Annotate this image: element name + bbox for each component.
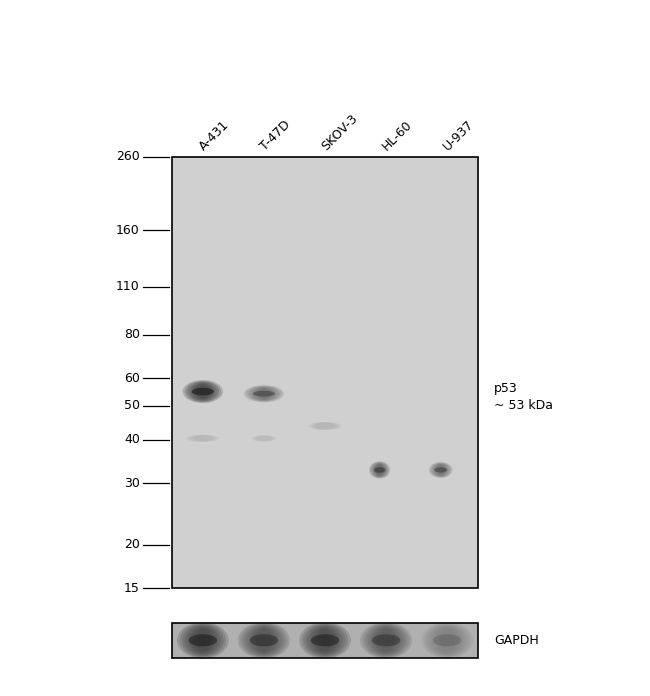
Ellipse shape — [248, 626, 280, 655]
Ellipse shape — [370, 626, 402, 655]
Ellipse shape — [309, 626, 341, 655]
Ellipse shape — [195, 383, 211, 400]
Ellipse shape — [373, 463, 386, 477]
Ellipse shape — [429, 462, 452, 478]
Ellipse shape — [317, 629, 333, 651]
Ellipse shape — [177, 622, 229, 658]
Ellipse shape — [433, 634, 462, 647]
Ellipse shape — [182, 624, 224, 656]
Ellipse shape — [360, 622, 412, 658]
Ellipse shape — [192, 383, 213, 400]
Ellipse shape — [243, 624, 285, 656]
Ellipse shape — [307, 625, 343, 656]
Ellipse shape — [188, 634, 217, 647]
Ellipse shape — [299, 622, 351, 658]
Ellipse shape — [369, 461, 390, 479]
Ellipse shape — [192, 388, 214, 395]
Text: A-431: A-431 — [197, 118, 232, 153]
Ellipse shape — [315, 628, 335, 653]
Ellipse shape — [250, 386, 278, 401]
Ellipse shape — [183, 380, 223, 403]
Ellipse shape — [311, 422, 339, 430]
Ellipse shape — [188, 435, 217, 442]
Text: 50: 50 — [124, 400, 140, 413]
Text: 110: 110 — [116, 280, 140, 293]
Ellipse shape — [370, 462, 389, 478]
Ellipse shape — [302, 623, 348, 658]
Ellipse shape — [190, 627, 216, 654]
Ellipse shape — [431, 463, 450, 477]
Ellipse shape — [430, 462, 451, 477]
Ellipse shape — [372, 463, 387, 477]
Ellipse shape — [192, 628, 213, 653]
Ellipse shape — [376, 628, 396, 653]
Ellipse shape — [312, 627, 338, 654]
Ellipse shape — [187, 626, 218, 655]
Text: 15: 15 — [124, 582, 140, 594]
Ellipse shape — [372, 634, 400, 647]
Ellipse shape — [240, 623, 287, 658]
Ellipse shape — [434, 467, 447, 473]
Ellipse shape — [374, 467, 385, 473]
Ellipse shape — [251, 435, 277, 441]
Text: 80: 80 — [124, 329, 140, 342]
Ellipse shape — [195, 629, 211, 651]
Ellipse shape — [308, 422, 342, 430]
Ellipse shape — [253, 391, 275, 397]
Ellipse shape — [373, 627, 399, 654]
Ellipse shape — [434, 464, 448, 476]
Bar — [172, 157, 478, 588]
Ellipse shape — [304, 624, 346, 656]
Ellipse shape — [432, 464, 449, 477]
Ellipse shape — [188, 382, 217, 401]
Ellipse shape — [252, 387, 276, 400]
Bar — [172, 623, 478, 658]
Text: p53
~ 53 kDa: p53 ~ 53 kDa — [494, 382, 553, 412]
Text: U-937: U-937 — [441, 118, 477, 153]
Text: 60: 60 — [124, 372, 140, 385]
Ellipse shape — [375, 464, 384, 476]
Text: 160: 160 — [116, 223, 140, 237]
Ellipse shape — [238, 622, 290, 658]
Ellipse shape — [244, 385, 284, 402]
Ellipse shape — [256, 629, 272, 651]
Ellipse shape — [254, 388, 274, 400]
Text: SKOV-3: SKOV-3 — [319, 112, 360, 153]
Ellipse shape — [254, 628, 274, 653]
Ellipse shape — [435, 464, 447, 476]
Ellipse shape — [197, 384, 209, 399]
Ellipse shape — [251, 627, 277, 654]
Text: 260: 260 — [116, 150, 140, 163]
Ellipse shape — [365, 624, 407, 656]
Text: 20: 20 — [124, 538, 140, 551]
Text: GAPDH: GAPDH — [494, 634, 539, 647]
Ellipse shape — [190, 383, 215, 401]
Ellipse shape — [246, 386, 282, 402]
Text: 30: 30 — [124, 477, 140, 490]
Ellipse shape — [311, 634, 339, 647]
Ellipse shape — [185, 381, 221, 402]
Text: T-47D: T-47D — [258, 118, 293, 153]
Ellipse shape — [186, 435, 220, 442]
Ellipse shape — [248, 386, 280, 402]
Text: HL-60: HL-60 — [380, 118, 415, 153]
Ellipse shape — [371, 462, 388, 477]
Ellipse shape — [246, 625, 282, 656]
Ellipse shape — [179, 623, 226, 658]
Ellipse shape — [368, 625, 404, 656]
Ellipse shape — [421, 622, 473, 658]
Ellipse shape — [187, 381, 219, 402]
Ellipse shape — [363, 623, 410, 658]
Ellipse shape — [185, 625, 221, 656]
Ellipse shape — [374, 464, 385, 476]
Ellipse shape — [250, 634, 278, 647]
Text: 40: 40 — [124, 433, 140, 446]
